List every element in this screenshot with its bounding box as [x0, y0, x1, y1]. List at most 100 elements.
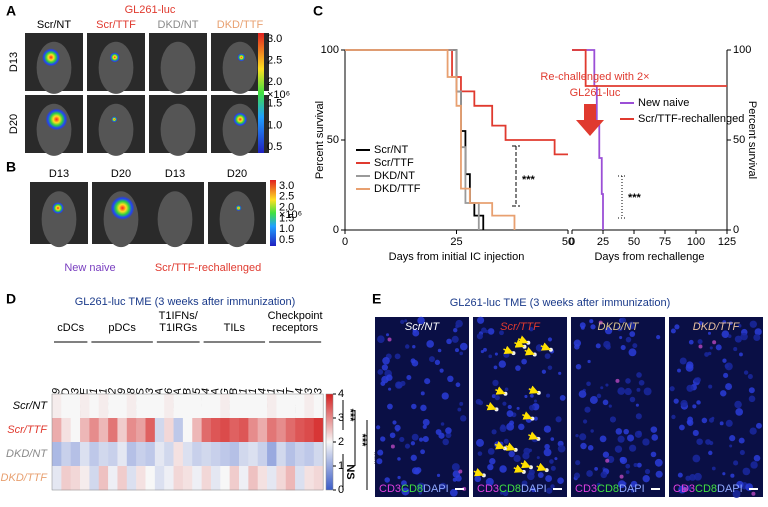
- nucleus: [674, 324, 680, 330]
- nucleus: [679, 424, 685, 431]
- nucleus: [453, 328, 458, 333]
- nucleus: [692, 454, 701, 463]
- nucleus: [748, 387, 755, 394]
- nucleus: [499, 425, 507, 433]
- nucleus: [696, 438, 703, 445]
- nucleus: [449, 488, 458, 497]
- nucleus: [399, 436, 405, 443]
- nucleus: [740, 332, 748, 341]
- nucleus: [708, 384, 713, 389]
- nucleus: [692, 429, 699, 437]
- heatmap-cell: [210, 466, 221, 491]
- nucleus: [685, 363, 694, 372]
- nucleus: [608, 404, 612, 408]
- cd8-cell: [502, 446, 507, 451]
- nucleus: [603, 340, 611, 349]
- nucleus: [637, 430, 642, 436]
- x-tick-label: 25: [597, 236, 609, 248]
- mouse-body: [219, 191, 255, 248]
- nucleus: [537, 472, 544, 478]
- nucleus: [478, 400, 484, 406]
- nucleus: [730, 473, 735, 478]
- nucleus: [424, 378, 431, 385]
- nucleus: [533, 416, 538, 421]
- group-label: T1IFNs/: [159, 310, 199, 322]
- nucleus: [605, 383, 609, 387]
- cd8-cell: [530, 416, 535, 421]
- heatmap-cell: [295, 418, 305, 443]
- annotation: Re-challenged with 2×: [540, 71, 649, 83]
- survival-curve: [345, 49, 485, 230]
- heatmap-cell: [285, 394, 296, 419]
- panel-label: B: [6, 159, 16, 175]
- stain-label: CD3: [575, 483, 597, 495]
- day-label: D20: [227, 168, 247, 180]
- heatmap-border: [51, 393, 324, 491]
- heatmap-cell: [80, 418, 90, 443]
- cd3-cell: [458, 469, 463, 474]
- nucleus: [742, 467, 751, 476]
- cd8-cell: [511, 351, 516, 356]
- stat-label: NS: [344, 464, 356, 479]
- heatmap-cell: [173, 394, 184, 419]
- nucleus: [499, 330, 504, 336]
- heatmap-cell: [80, 442, 90, 467]
- heatmap-cell: [313, 466, 324, 491]
- pointer-arrow: [540, 342, 552, 351]
- heatmap-cell: [304, 394, 315, 419]
- nucleus: [459, 342, 468, 351]
- nucleus: [445, 427, 452, 434]
- nucleus: [586, 381, 591, 387]
- x-tick-label: 100: [687, 236, 705, 248]
- nucleus: [636, 372, 642, 378]
- nucleus: [420, 449, 425, 455]
- cd3-cell: [598, 320, 603, 325]
- heatmap-cell: [248, 466, 258, 491]
- stain-label: CD3: [673, 483, 695, 495]
- nucleus: [722, 320, 727, 324]
- nucleus: [628, 348, 637, 357]
- nucleus: [507, 404, 512, 410]
- stain-label: CD8: [597, 483, 619, 495]
- luminescence: [42, 48, 61, 67]
- nucleus: [582, 419, 588, 424]
- nucleus: [504, 387, 509, 392]
- heatmap-cell: [89, 442, 100, 467]
- panel-label: E: [372, 291, 381, 307]
- heatmap-cell: [210, 442, 221, 467]
- stain-label: DAPI: [423, 483, 449, 495]
- heatmap-cell: [229, 394, 240, 419]
- nucleus: [439, 482, 447, 490]
- nucleus: [596, 482, 601, 487]
- pointer-arrow: [524, 347, 535, 356]
- nucleus: [625, 336, 632, 343]
- nucleus: [590, 324, 596, 330]
- nucleus: [727, 334, 732, 338]
- nucleus: [487, 448, 495, 455]
- nucleus: [555, 416, 562, 423]
- nucleus: [579, 433, 587, 441]
- heatmap-cell: [182, 418, 193, 443]
- nucleus: [476, 333, 483, 340]
- nucleus: [733, 347, 738, 352]
- image-label: Scr/TTF: [500, 321, 541, 333]
- nucleus: [508, 450, 515, 458]
- x-tick-label: 50: [628, 236, 640, 248]
- heatmap-cell: [108, 394, 118, 419]
- stain-label: CD3: [477, 483, 499, 495]
- heatmap-cell: [108, 442, 118, 467]
- heatmap-cell: [285, 466, 296, 491]
- heatmap-cell: [201, 418, 212, 443]
- pointer-arrow: [486, 401, 497, 411]
- nucleus: [440, 422, 445, 426]
- nucleus: [619, 456, 626, 463]
- pointer-arrow: [528, 431, 539, 440]
- luminescence: [235, 205, 242, 212]
- nucleus: [677, 368, 681, 373]
- heatmap-cell: [154, 418, 165, 443]
- stain-label: CD3: [379, 483, 401, 495]
- pointer-arrow: [528, 385, 539, 394]
- nucleus: [558, 371, 562, 375]
- heatmap-cell: [210, 394, 221, 419]
- nucleus: [404, 443, 411, 449]
